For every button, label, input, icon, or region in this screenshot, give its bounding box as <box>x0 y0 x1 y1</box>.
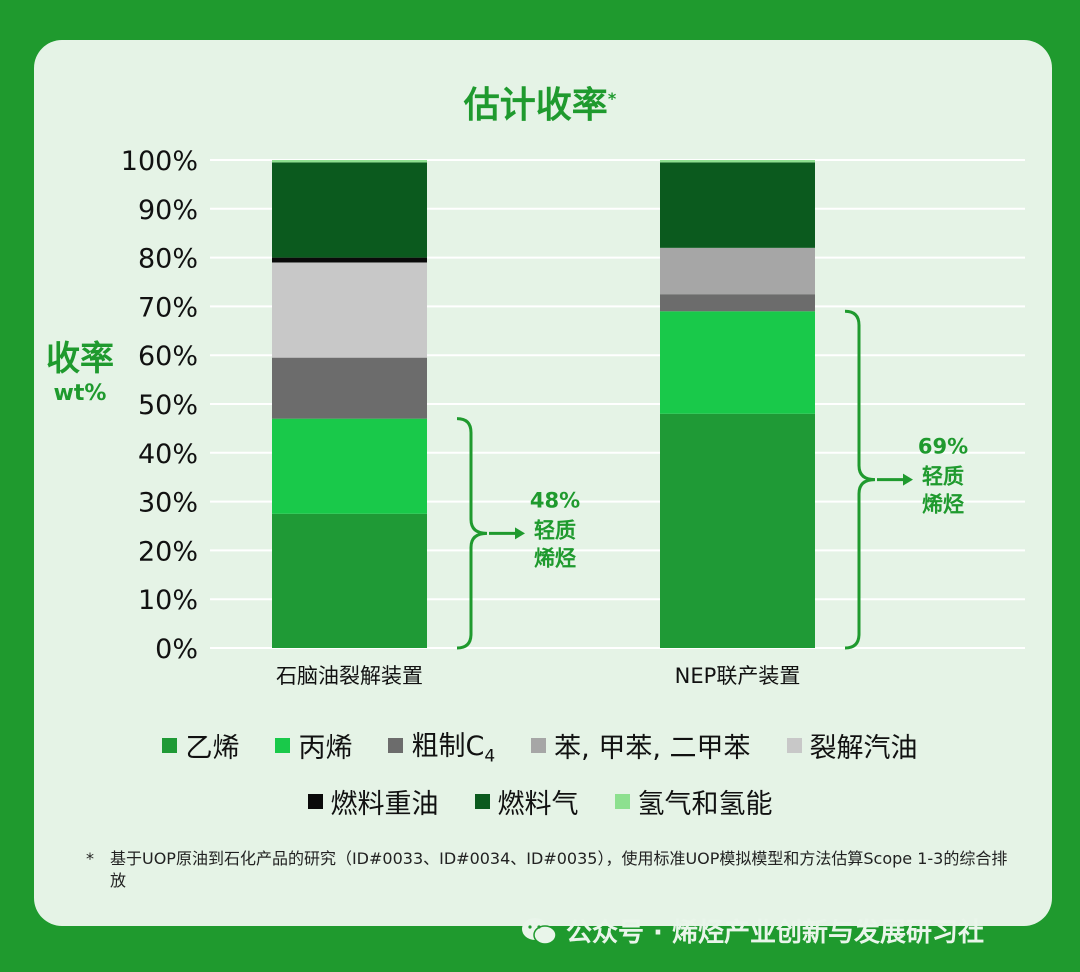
legend-swatch <box>614 794 630 809</box>
annotation-label: 烯烃 <box>922 493 964 517</box>
legend-label: 乙烯 <box>185 732 240 764</box>
legend-label: 燃料气 <box>497 789 579 820</box>
legend-item: 裂解汽油 <box>786 724 918 766</box>
legend-row: 燃料重油 燃料气 氢气和氢能 <box>0 782 1080 821</box>
x-tick-label: 石脑油裂解装置 <box>276 664 423 688</box>
y-tick-label: 30% <box>138 488 198 519</box>
legend-swatch <box>275 737 291 753</box>
arrow-head <box>515 527 525 540</box>
bar-segment <box>272 513 427 648</box>
bracket <box>456 417 488 650</box>
legend-swatch <box>531 737 547 753</box>
bar-segment <box>272 262 427 358</box>
footnote-text: 基于UOP原油到石化产品的研究（ID#0033、ID#0034、ID#0035）… <box>110 849 1008 890</box>
chart-card <box>34 40 1052 926</box>
legend-swatch <box>162 737 178 753</box>
y-axis-label: 收率 wt% <box>40 339 120 407</box>
legend-item: 燃料气 <box>474 782 579 821</box>
legend-item: 燃料重油 <box>307 782 439 821</box>
wechat-icon <box>522 917 557 945</box>
legend-item: 乙烯 <box>162 724 239 766</box>
y-tick-label: 40% <box>138 439 198 470</box>
watermark: 公众号 · 烯烃产业创新与发展研习社 <box>520 912 984 949</box>
legend-label: 裂解汽油 <box>809 732 918 764</box>
bar-segment <box>660 311 815 414</box>
annotation-label: 轻质 <box>922 465 964 489</box>
y-tick-label: 80% <box>138 244 198 275</box>
y-tick-label: 10% <box>138 585 198 616</box>
bar-segment <box>272 160 427 163</box>
bar-segment <box>660 413 815 648</box>
footnote-mark: * <box>86 849 94 868</box>
legend-label: 丙烯 <box>298 732 353 764</box>
legend-swatch <box>786 737 802 753</box>
y-tick-label: 50% <box>138 390 198 421</box>
annotation-label: 烯烃 <box>534 546 576 570</box>
y-tick-label: 70% <box>138 292 198 323</box>
y-tick-label: 60% <box>138 341 198 372</box>
annotation-value: 48% <box>530 488 580 512</box>
y-tick-label: 20% <box>138 536 198 567</box>
legend-label: 粗制C4 <box>411 731 496 767</box>
legend-label: 燃料重油 <box>330 789 439 820</box>
annotation-label: 轻质 <box>534 518 576 542</box>
y-tick-label: 100% <box>121 146 198 177</box>
bar-segment <box>272 418 427 514</box>
bar-segment <box>660 160 815 163</box>
legend-item: 丙烯 <box>275 724 352 766</box>
chart-title: 估计收率* <box>463 85 617 126</box>
bar-segment <box>660 247 815 295</box>
y-tick-label: 0% <box>155 634 198 665</box>
bar-segment <box>272 357 427 419</box>
y-axis-label-unit: wt% <box>53 381 107 407</box>
bar-segment <box>660 162 815 248</box>
annotation-value: 69% <box>918 435 968 459</box>
x-tick-label: NEP联产装置 <box>675 664 801 688</box>
arrow-head <box>903 473 913 486</box>
legend-label: 氢气和氢能 <box>637 789 773 820</box>
watermark-text: 公众号 · 烯烃产业创新与发展研习社 <box>566 918 984 948</box>
legend-swatch <box>388 737 404 753</box>
legend-row: 乙烯 丙烯 粗制C4 苯, 甲苯, 二甲苯 裂解汽油 <box>0 724 1080 766</box>
bar-segment <box>660 294 815 312</box>
legend-item: 苯, 甲苯, 二甲苯 <box>531 724 751 766</box>
bracket <box>844 309 876 650</box>
legend-swatch <box>474 794 490 809</box>
legend-swatch <box>307 794 323 809</box>
y-tick-label: 90% <box>138 195 198 226</box>
legend-item: 粗制C4 <box>388 724 495 766</box>
legend-item: 氢气和氢能 <box>614 782 773 821</box>
legend-label: 苯, 甲苯, 二甲苯 <box>554 732 751 764</box>
bar-segment <box>272 162 427 258</box>
footnote: * 基于UOP原油到石化产品的研究（ID#0033、ID#0034、ID#003… <box>86 848 1008 891</box>
title-footnote-mark: * <box>607 89 617 108</box>
bar-segment <box>272 257 427 263</box>
y-axis-label-main: 收率 <box>46 339 114 379</box>
